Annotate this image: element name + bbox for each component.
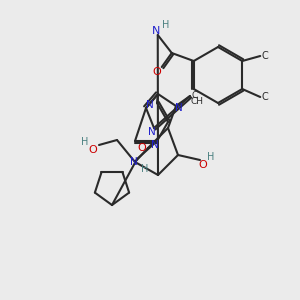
Text: N: N: [130, 157, 138, 167]
Text: CH: CH: [190, 98, 203, 106]
Text: N: N: [152, 26, 160, 36]
Text: N: N: [175, 103, 183, 113]
Text: O: O: [199, 160, 207, 170]
Text: O: O: [88, 145, 98, 155]
Text: N: N: [151, 140, 159, 150]
Text: C: C: [192, 92, 198, 100]
Text: H: H: [162, 20, 169, 30]
Text: O: O: [138, 143, 146, 153]
Text: H: H: [81, 137, 89, 147]
Text: H: H: [141, 164, 149, 174]
Text: C: C: [262, 92, 268, 102]
Text: H: H: [207, 152, 215, 162]
Text: C: C: [262, 51, 268, 61]
Text: O: O: [152, 67, 161, 77]
Text: N: N: [146, 100, 154, 110]
Text: N: N: [148, 127, 156, 137]
